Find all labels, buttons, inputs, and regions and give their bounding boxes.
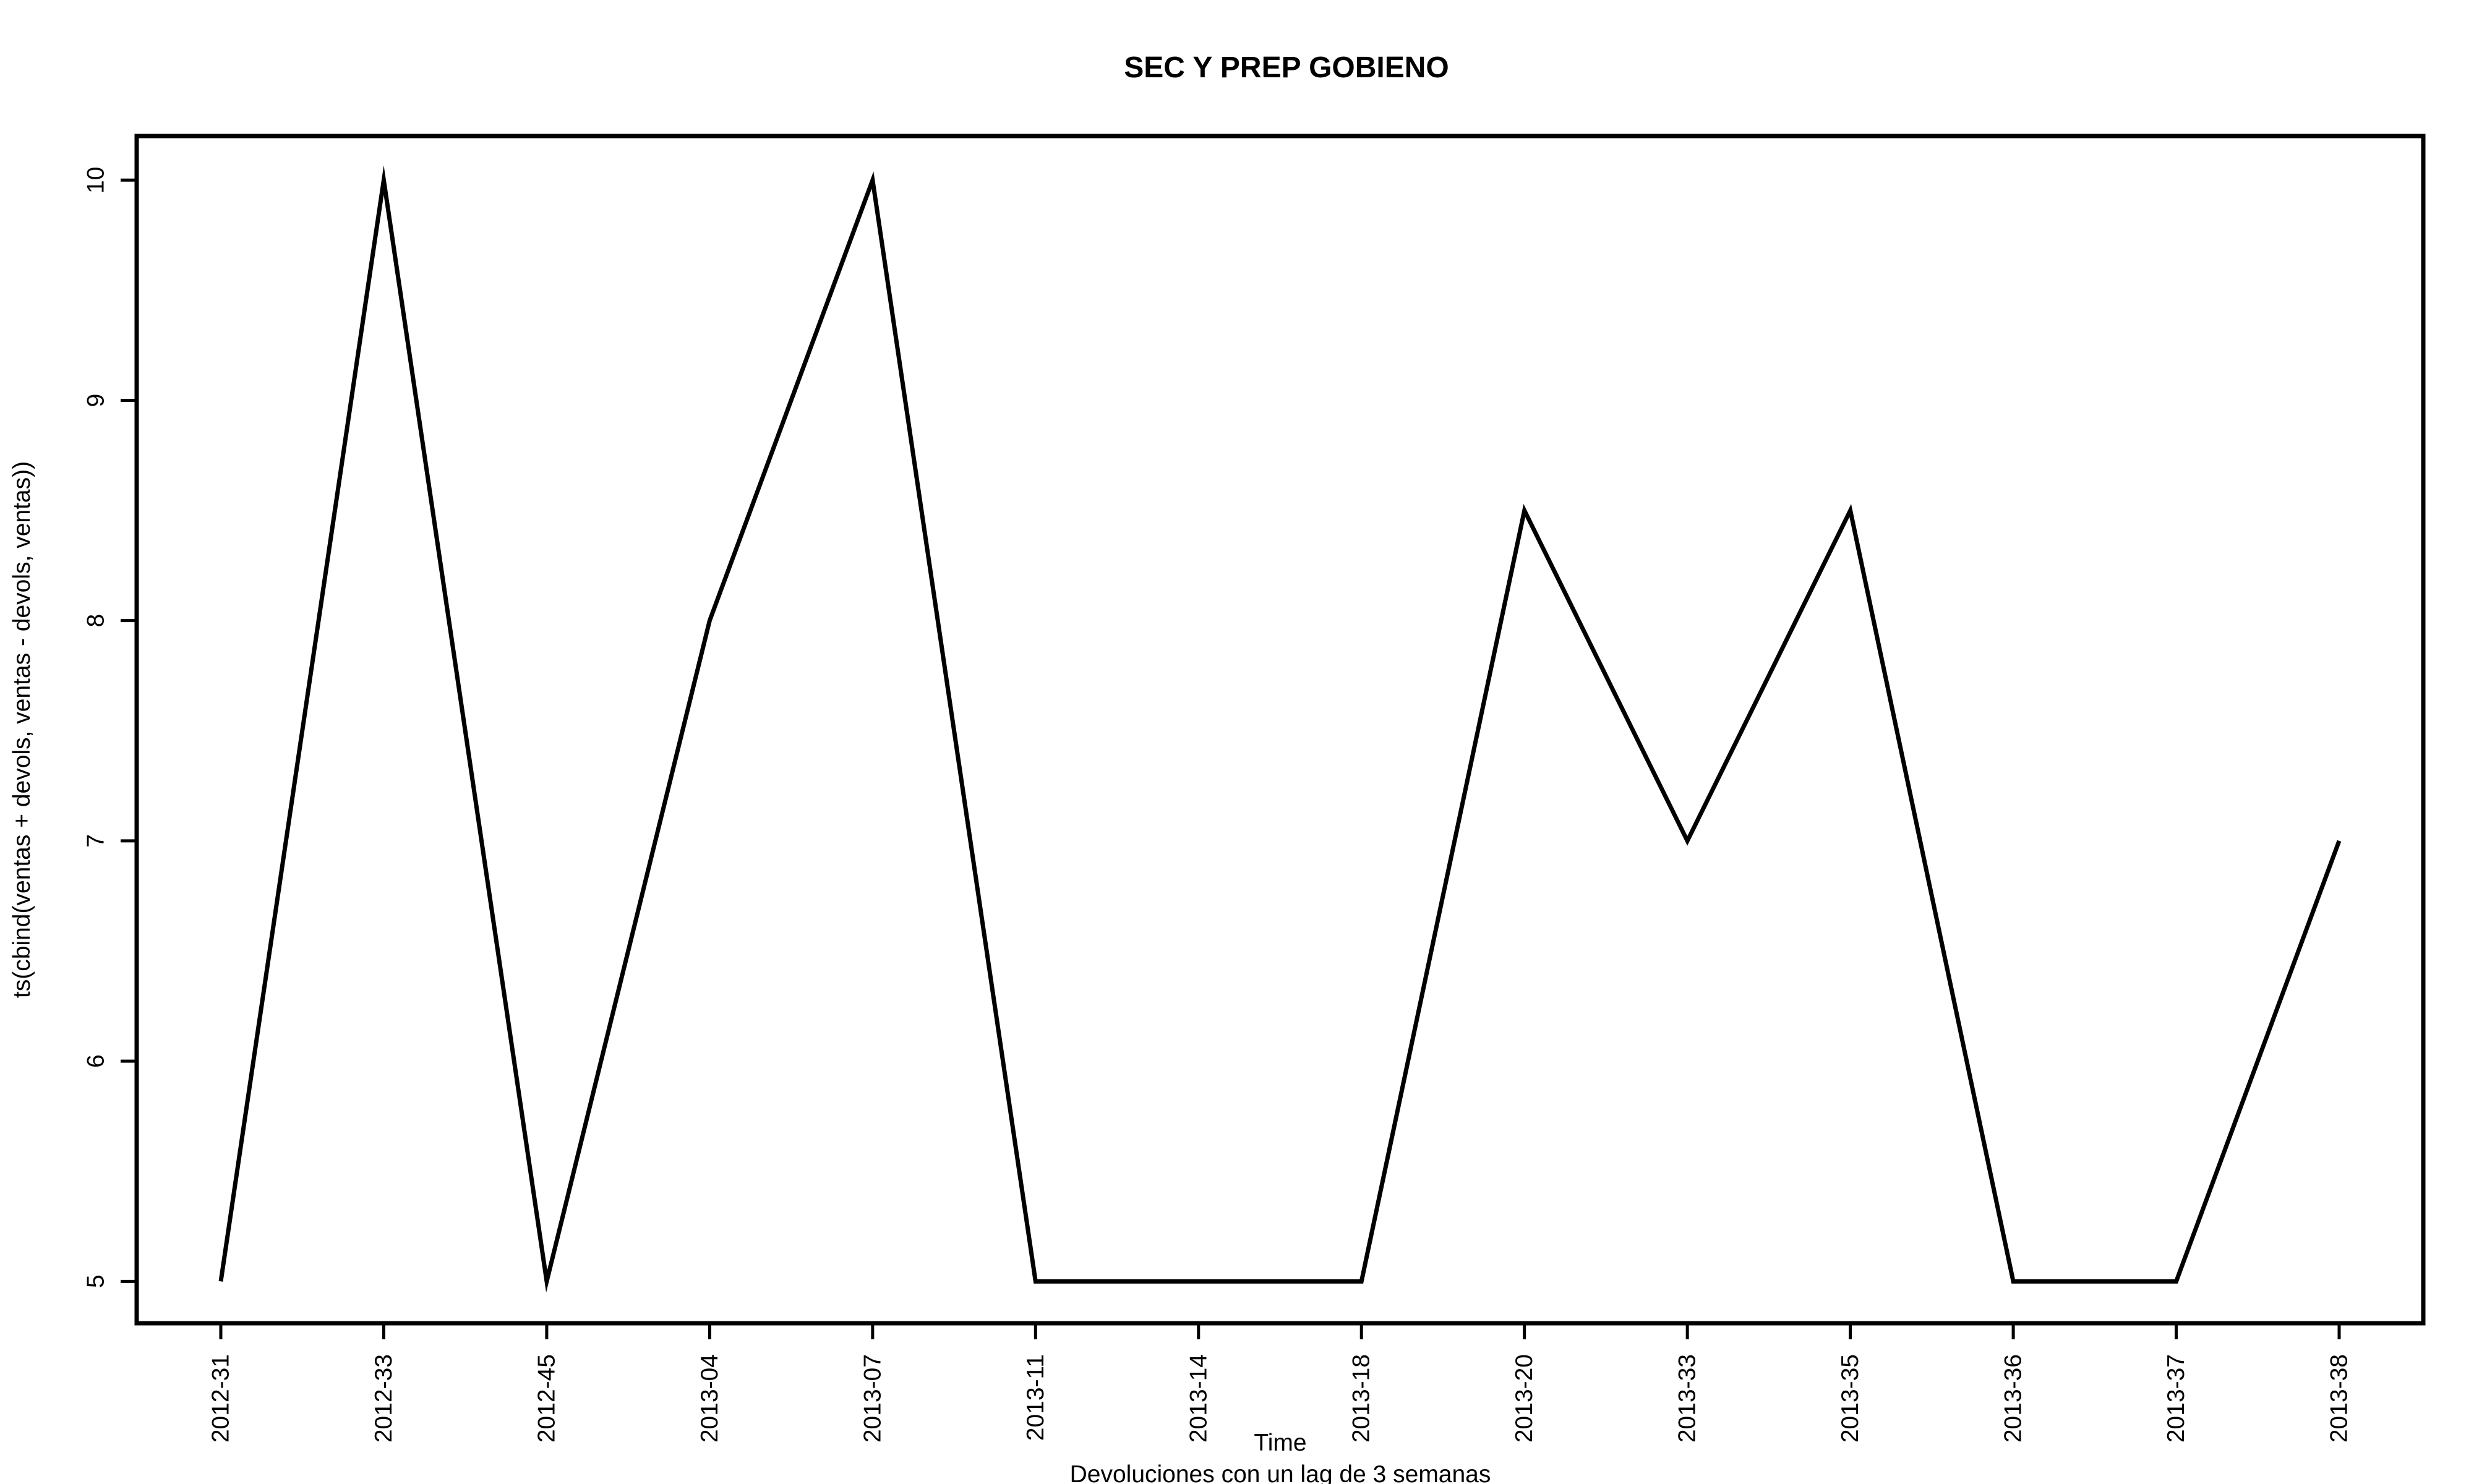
x-tick-label: 2012-33: [370, 1354, 397, 1443]
data-point: [1035, 1281, 1036, 1282]
series-line: [218, 165, 2342, 1293]
data-point: [709, 620, 710, 621]
x-tick-label: 2012-45: [533, 1354, 560, 1443]
data-point: [1524, 510, 1525, 511]
x-tick-label: 2013-38: [2326, 1354, 2353, 1443]
x-tick-label: 2013-20: [1511, 1354, 1538, 1443]
x-tick-label: 2013-37: [2163, 1354, 2189, 1443]
chart-title: SEC Y PREP GOBIENO: [1124, 51, 1449, 84]
y-tick-label: 7: [83, 834, 109, 848]
data-point: [1198, 1281, 1199, 1282]
x-tick-label: 2013-04: [696, 1354, 723, 1443]
x-tick-label: 2013-07: [859, 1354, 886, 1443]
x-tick-label: 2013-14: [1185, 1354, 1212, 1443]
data-point: [1687, 840, 1688, 842]
data-point: [2339, 840, 2340, 842]
x-tick-label: 2013-36: [2000, 1354, 2027, 1443]
x-axis: 2012-31 2012-33 2012-45 2013-04 2013-07 2013-…: [208, 1323, 2353, 1443]
series-layer: [218, 165, 2342, 1293]
y-axis-label: ts(cbind(ventas + devols, ventas - devol…: [9, 461, 35, 998]
data-point: [2176, 1281, 2177, 1282]
chart-subtitle: Devoluciones con un lag de 3 semanas: [1070, 1461, 1491, 1484]
y-axis: 5 6 7 8 9 10: [83, 167, 137, 1288]
data-point: [546, 1281, 547, 1282]
data-point: [220, 1281, 221, 1282]
y-tick-label: 6: [83, 1054, 109, 1068]
y-tick-label: 9: [83, 394, 109, 407]
x-tick-label: 2012-31: [208, 1354, 234, 1443]
data-point: [383, 179, 384, 181]
plot-area-frame: [134, 134, 2426, 1326]
y-tick-label: 10: [83, 167, 109, 194]
y-tick-label: 8: [83, 614, 109, 628]
data-point: [1361, 1281, 1362, 1282]
x-axis-label: Time: [1254, 1430, 1306, 1456]
data-point: [1850, 510, 1851, 511]
x-tick-label: 2013-18: [1348, 1354, 1375, 1443]
x-tick-label: 2013-33: [1674, 1354, 1701, 1443]
x-tick-label: 2013-11: [1022, 1354, 1049, 1441]
data-point: [2013, 1281, 2014, 1282]
data-point: [872, 179, 873, 181]
y-tick-label: 5: [83, 1274, 109, 1288]
x-tick-label: 2013-35: [1837, 1354, 1864, 1443]
